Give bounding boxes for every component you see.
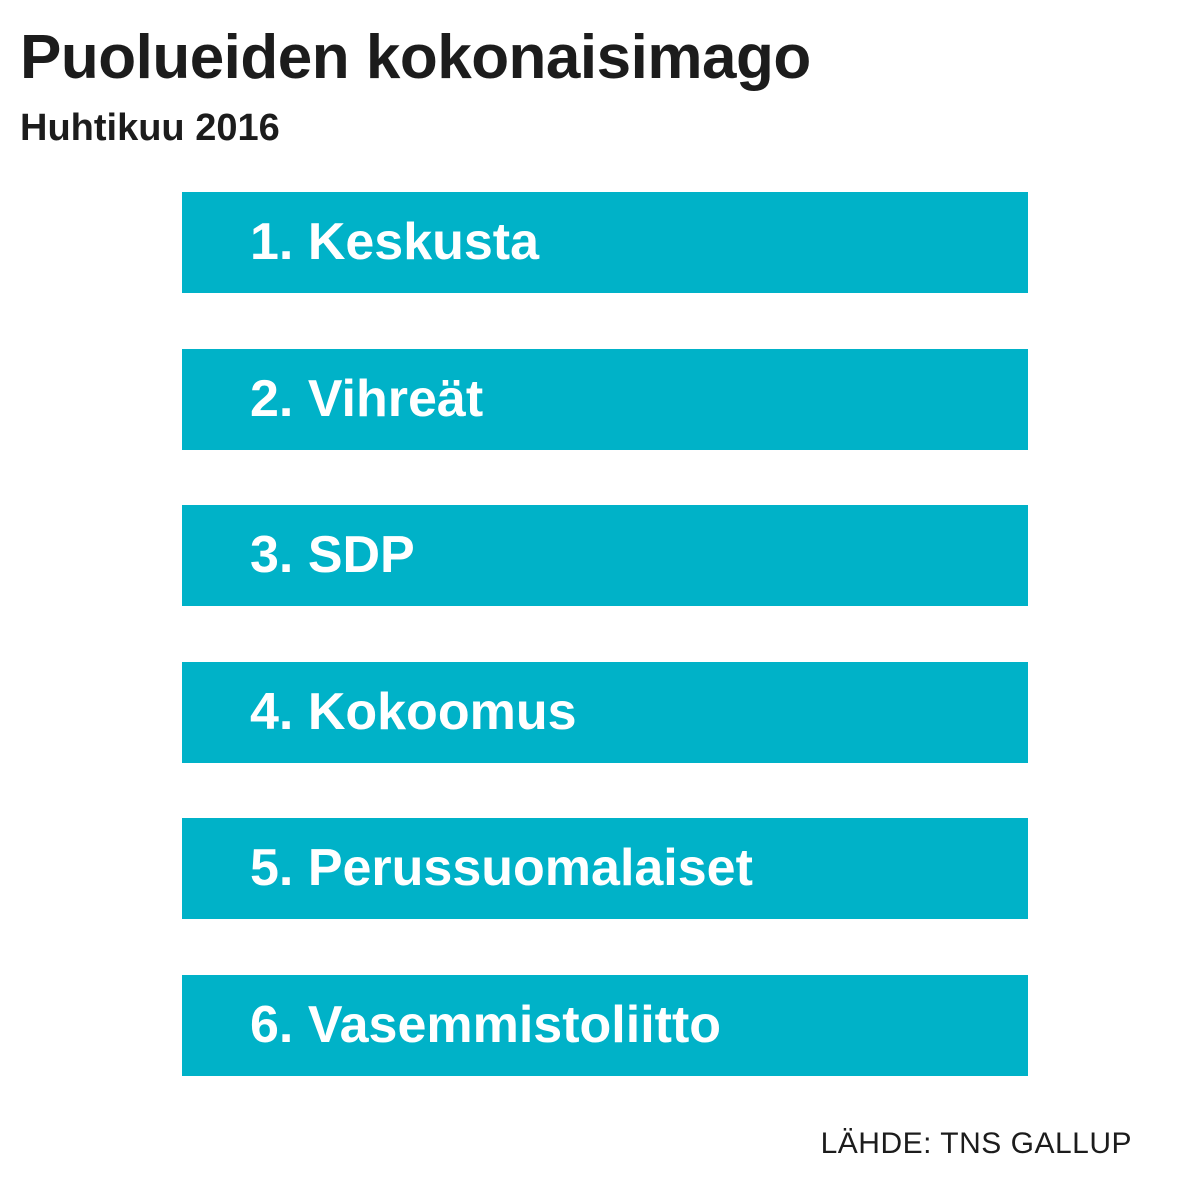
ranking-item-vihreat: 2. Vihreät bbox=[182, 348, 1028, 450]
ranking-list: 1. Keskusta 2. Vihreät 3. SDP 4. Kokoomu… bbox=[182, 192, 1028, 1076]
ranking-item-label: 3. SDP bbox=[250, 526, 415, 585]
ranking-item-label: 2. Vihreät bbox=[250, 369, 484, 428]
ranking-item-label: 4. Kokoomus bbox=[250, 682, 577, 741]
ranking-item-label: 1. Keskusta bbox=[250, 213, 540, 271]
page-title: Puolueiden kokonaisimago bbox=[20, 23, 811, 92]
ranking-item-vasemmistoliitto: 6. Vasemmistoliitto bbox=[182, 974, 1028, 1076]
source-credit: LÄHDE: TNS GALLUP bbox=[820, 1127, 1132, 1160]
ranking-item-perussuomalaiset: 5. Perussuomalaiset bbox=[182, 818, 1028, 920]
ranking-item-kokoomus: 4. Kokoomus bbox=[182, 661, 1028, 763]
ranking-item-keskusta: 1. Keskusta bbox=[182, 192, 1028, 293]
ranking-item-sdp: 3. SDP bbox=[182, 505, 1028, 607]
ranking-item-label: 5. Perussuomalaiset bbox=[250, 839, 753, 898]
ranking-item-label: 6. Vasemmistoliitto bbox=[250, 995, 722, 1054]
page-subtitle: Huhtikuu 2016 bbox=[20, 107, 280, 149]
